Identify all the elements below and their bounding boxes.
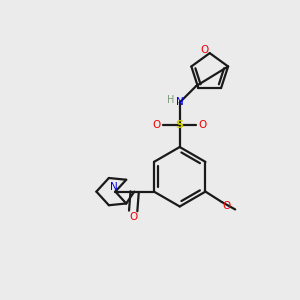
Text: O: O [200, 45, 208, 55]
Text: O: O [222, 201, 230, 211]
Text: N: N [176, 98, 184, 107]
Text: O: O [153, 120, 161, 130]
Text: O: O [199, 120, 207, 130]
Text: N: N [110, 182, 118, 192]
Text: O: O [129, 212, 137, 223]
Text: H: H [167, 95, 175, 105]
Text: S: S [176, 120, 184, 130]
